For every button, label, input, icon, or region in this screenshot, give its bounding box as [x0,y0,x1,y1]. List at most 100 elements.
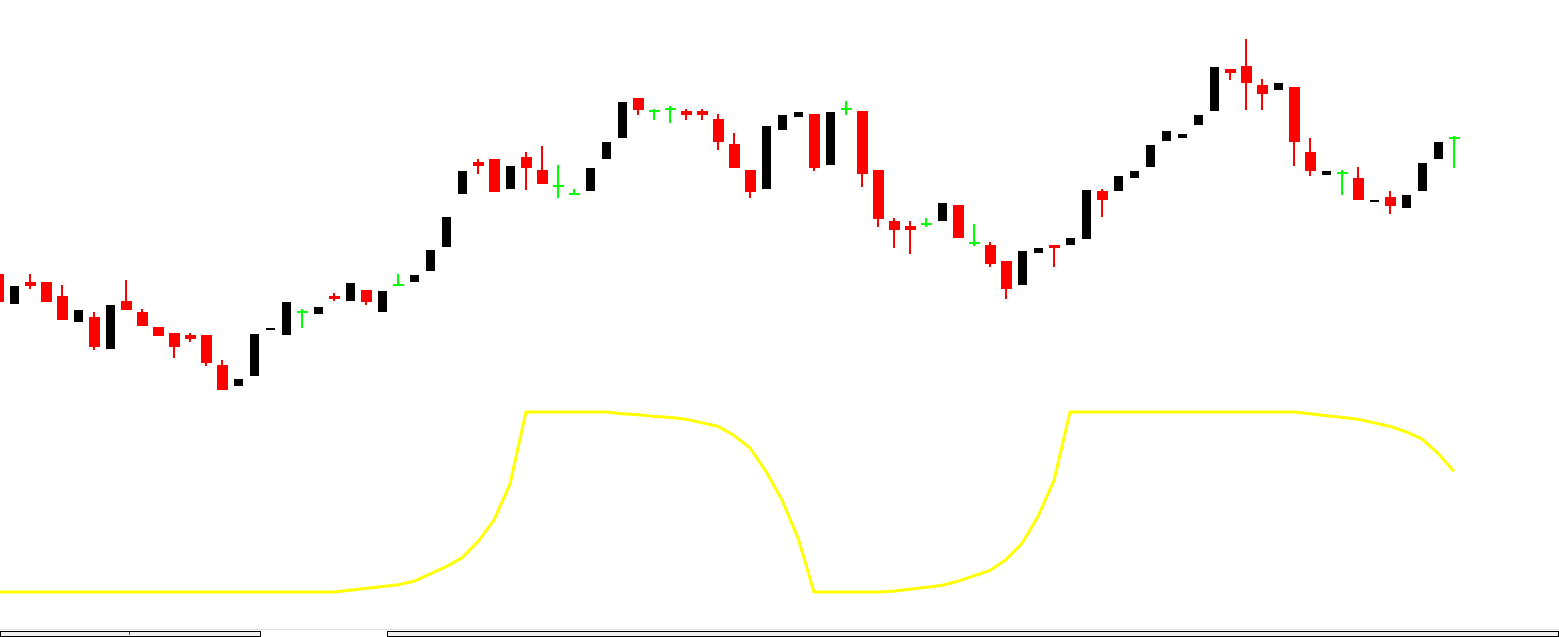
candle-body [633,98,644,110]
candle [1274,83,1283,90]
candle [346,283,355,301]
candle [905,221,916,254]
candle-body [778,115,787,130]
candle-body [1162,131,1171,141]
candle-body [1449,137,1460,139]
candle-body [729,144,740,168]
candle [185,333,196,342]
candle [1130,171,1139,178]
candle [489,159,500,192]
candle-body [1097,191,1108,200]
candle-wick [1053,245,1055,267]
candle-body [1130,171,1139,178]
candle-body [169,333,180,347]
pane-separator [0,629,1559,630]
candle [1210,67,1219,111]
candle-body [25,282,36,286]
candle [137,309,148,326]
candle-wick [653,109,655,120]
candle [889,218,900,248]
candle [57,285,68,320]
candle-body [74,310,83,322]
candle [602,142,611,159]
candle-body [201,335,212,363]
candle-wick [125,280,127,310]
candle [1178,134,1187,138]
candle [1034,248,1043,253]
candle-body [393,284,404,286]
candle [938,203,947,221]
candle-body [489,159,500,192]
candle [745,170,756,198]
candle [1066,238,1075,245]
bottom-tab-strip[interactable] [0,631,261,637]
candle [1337,170,1348,195]
candle [106,305,115,349]
candle [1402,195,1411,208]
candle-body [602,142,611,159]
candle [1162,131,1171,141]
candle [553,165,564,198]
candle [778,115,787,130]
candle-body [473,162,484,166]
candle-body [1402,195,1411,208]
candle-body [1001,261,1012,289]
candle-body [665,108,676,110]
candle-body [873,170,884,219]
candle [266,328,275,330]
candle-wick [1229,69,1231,80]
candle-body [442,217,451,247]
candle [985,242,996,267]
candle [521,152,532,190]
candle-body [809,114,820,168]
candle-wick [397,274,399,285]
candle-wick [925,218,927,227]
candle [458,171,467,194]
candle-body [1241,66,1252,83]
candle-wick [573,189,575,194]
candle-body [969,242,980,244]
candle-body [713,119,724,142]
candle-body [1146,145,1155,167]
candle [1305,138,1316,176]
candle [201,335,212,366]
candle-body [1353,178,1364,200]
candle-body [185,335,196,339]
candle [1289,87,1300,166]
candle [1097,189,1108,217]
candle-body [1082,190,1091,239]
candle [217,360,228,390]
candle-wick [29,274,31,289]
candle-body [794,112,803,117]
candle [314,307,323,314]
candle-body [1114,176,1123,191]
candle [713,114,724,150]
candle [250,334,259,376]
candle-body [137,312,148,326]
candle [10,286,19,304]
candle-body [234,379,243,386]
candle [618,102,627,138]
candle [426,250,435,271]
candle-body [1034,248,1043,253]
candle-wick [909,221,911,254]
candle-body [1289,87,1300,142]
candle [1114,176,1123,191]
candle-body [426,250,435,271]
candle [89,312,100,350]
candle-body [569,193,580,195]
indicator-line [0,410,1456,594]
candle-body [1225,69,1236,73]
horizontal-scrollbar[interactable] [387,631,1559,637]
candle-body [106,305,115,349]
candle-wick [1341,170,1343,195]
candle-body [841,108,852,110]
candle-body [314,307,323,314]
candle-body [1385,197,1396,206]
candle [473,159,484,174]
candle-body [1178,134,1187,138]
candle-body [521,157,532,168]
candle [41,282,52,302]
candle [378,291,387,312]
candle-body [745,170,756,192]
